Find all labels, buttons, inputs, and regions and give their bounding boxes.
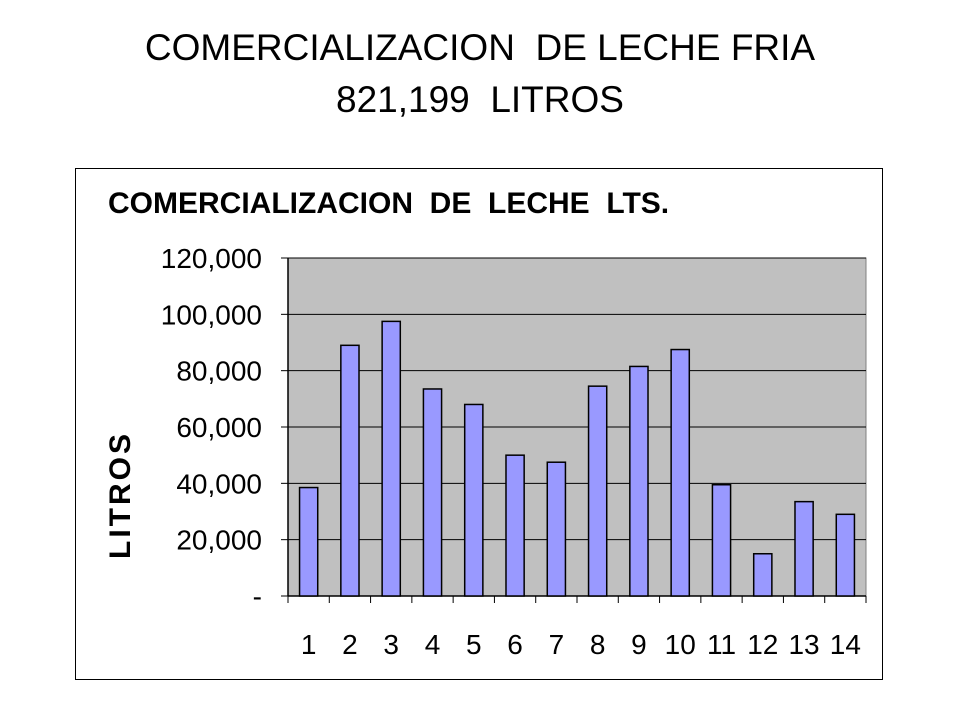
bar-10 (670, 348, 691, 597)
y-tick-label: 120,000 (161, 243, 262, 274)
x-tick-label: 10 (665, 629, 696, 660)
bar-2 (340, 344, 360, 597)
slide-title-line-1: COMERCIALIZACION DE LECHE FRIA (144, 27, 816, 68)
bar-5 (463, 403, 484, 597)
x-tick-label: 1 (301, 629, 317, 660)
bar-12 (752, 553, 773, 597)
bar-11 (711, 483, 732, 597)
x-tick-label: 3 (383, 629, 399, 660)
bar-3 (381, 320, 402, 597)
x-tick-label: 6 (507, 629, 523, 660)
bar-9 (629, 365, 649, 597)
bar-6 (505, 454, 525, 597)
y-tick-label: - (253, 581, 262, 612)
y-tick-label: 20,000 (176, 525, 262, 556)
x-tick-label: 7 (549, 629, 565, 660)
x-tick-label: 5 (466, 629, 482, 660)
bar-7 (546, 461, 567, 597)
y-tick-label: 100,000 (161, 299, 262, 330)
x-tick-label: 12 (747, 629, 778, 660)
bar-4 (422, 388, 443, 597)
x-tick-label: 4 (425, 629, 441, 660)
y-tick-label: 40,000 (176, 468, 262, 499)
x-tick-label: 9 (631, 629, 647, 660)
bar-14 (835, 513, 856, 597)
chart-title: COMERCIALIZACION DE LECHE LTS. (108, 187, 669, 220)
chart-container: COMERCIALIZACION DE LECHE LTS. LITROS - 2… (75, 168, 883, 680)
x-tick-label: 13 (788, 629, 819, 660)
bar-chart: COMERCIALIZACION DE LECHE LTS. LITROS - 2… (104, 187, 867, 660)
x-tick-label: 2 (342, 629, 358, 660)
slide-title-line-2: 821,199 LITROS (336, 79, 624, 120)
x-tick-label: 8 (590, 629, 606, 660)
slide-title: COMERCIALIZACION DE LECHE FRIA 821,199 L… (0, 22, 960, 126)
bar-13 (794, 500, 814, 597)
bar-1 (298, 486, 319, 597)
y-tick-label: 80,000 (176, 356, 262, 387)
plot-area: - 20,000 40,000 60,000 80,000 100,000 120,000 1… (161, 243, 867, 660)
y-tick-label: 60,000 (176, 412, 262, 443)
bar-8 (587, 385, 608, 597)
y-axis-label: LITROS (104, 431, 137, 559)
x-tick-label: 11 (707, 629, 736, 660)
x-tick-label: 14 (830, 629, 861, 660)
